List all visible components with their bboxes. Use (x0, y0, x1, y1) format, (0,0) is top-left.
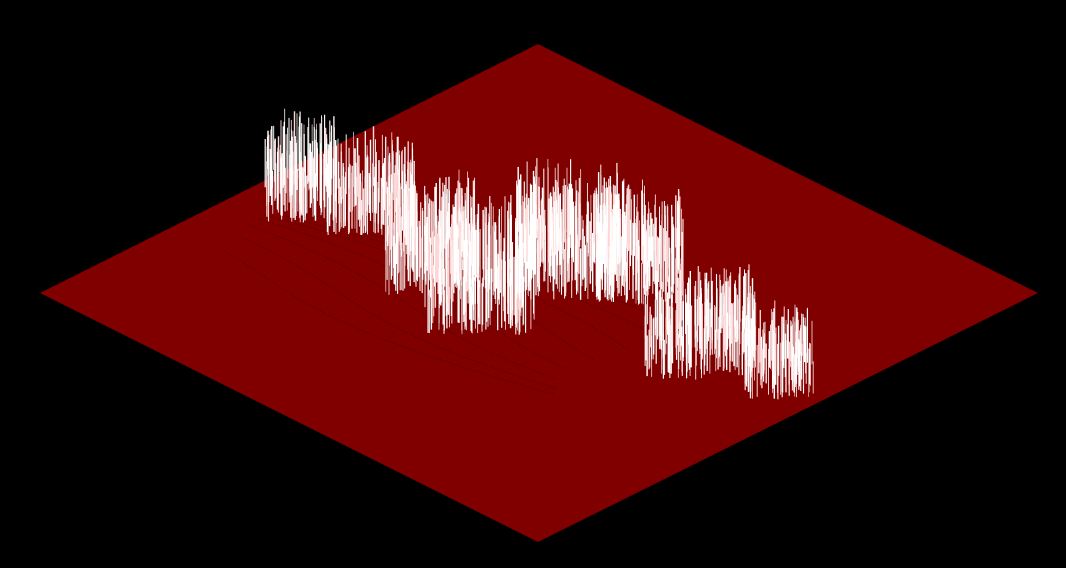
terrain-spikes (264, 108, 814, 400)
contour-line (243, 237, 557, 389)
contour-line (261, 214, 595, 361)
contour-line (280, 213, 631, 352)
contour-line (223, 250, 555, 396)
contour-line (249, 224, 557, 380)
contour-line (325, 198, 683, 328)
